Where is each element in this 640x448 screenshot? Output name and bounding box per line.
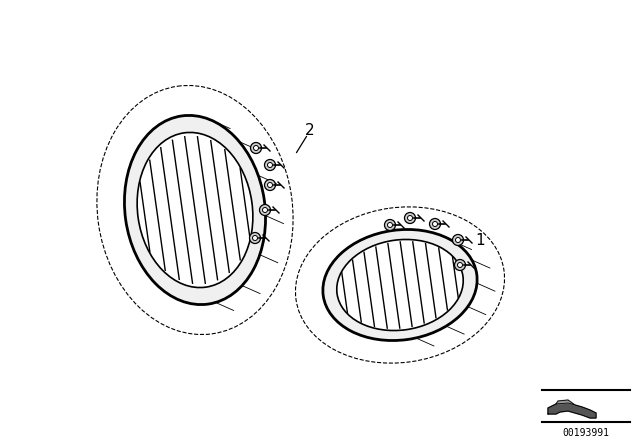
Circle shape	[253, 146, 259, 151]
Circle shape	[268, 182, 273, 188]
Polygon shape	[548, 403, 596, 418]
Circle shape	[408, 215, 413, 220]
Circle shape	[250, 142, 262, 154]
Ellipse shape	[323, 229, 477, 340]
Circle shape	[250, 233, 260, 244]
Circle shape	[264, 159, 275, 171]
Ellipse shape	[137, 133, 253, 288]
Ellipse shape	[124, 116, 266, 305]
Polygon shape	[556, 400, 575, 405]
Circle shape	[262, 207, 268, 212]
Circle shape	[385, 220, 396, 231]
Circle shape	[259, 204, 271, 215]
Circle shape	[268, 163, 273, 168]
Circle shape	[458, 263, 463, 267]
Circle shape	[264, 180, 275, 190]
Circle shape	[253, 236, 257, 241]
Text: 2: 2	[305, 122, 315, 138]
Text: 00193991: 00193991	[563, 428, 609, 438]
Ellipse shape	[337, 240, 463, 331]
Circle shape	[433, 221, 438, 227]
Circle shape	[456, 237, 461, 242]
Circle shape	[454, 259, 465, 271]
Text: 1: 1	[475, 233, 485, 247]
Circle shape	[429, 219, 440, 229]
Circle shape	[387, 223, 392, 228]
Circle shape	[404, 212, 415, 224]
Circle shape	[452, 234, 463, 246]
